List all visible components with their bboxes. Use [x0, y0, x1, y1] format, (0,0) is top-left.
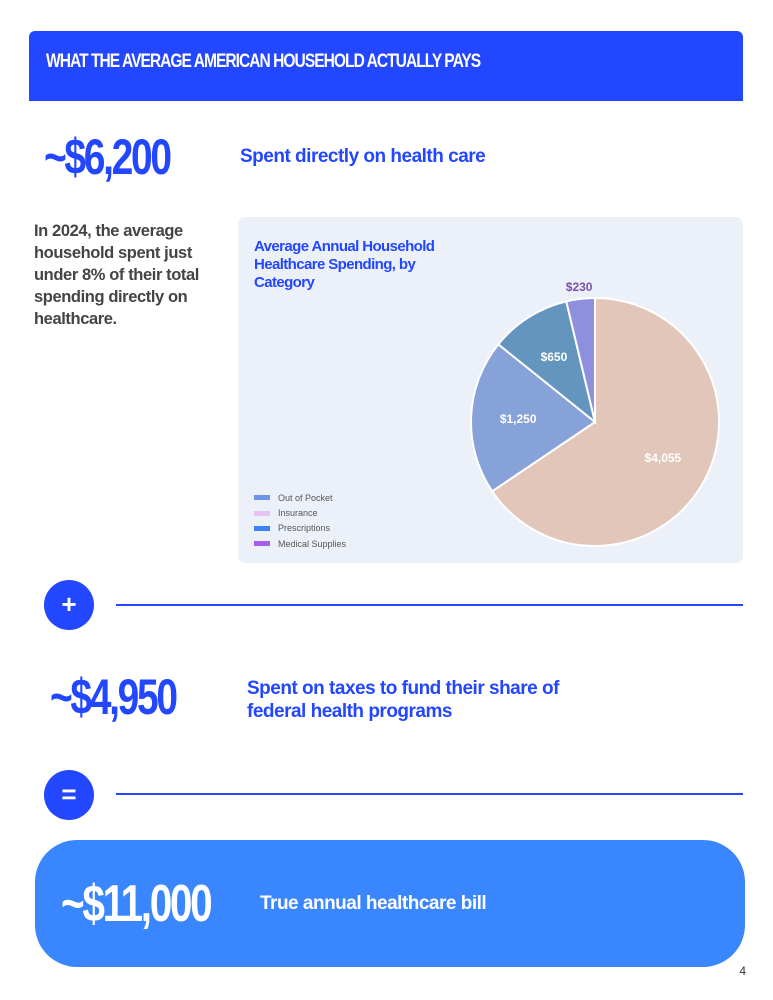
pie-slice-label: $230	[566, 280, 593, 294]
pie-slice-label: $1,250	[500, 412, 537, 426]
taxes-label: Spent on taxes to fund their share of fe…	[247, 678, 559, 722]
total-label: True annual healthcare bill	[260, 893, 487, 914]
divider	[116, 604, 743, 606]
total-amount: ~$11,000	[61, 875, 213, 933]
total-banner: ~$11,000 True annual healthcare bill	[35, 840, 745, 967]
chart-legend: Out of Pocket Insurance Prescriptions Me…	[254, 490, 346, 552]
pie-chart-card: Average Annual Household Healthcare Spen…	[238, 217, 743, 563]
legend-item: Out of Pocket	[254, 490, 346, 505]
section-header: WHAT THE AVERAGE AMERICAN HOUSEHOLD ACTU…	[29, 31, 743, 101]
direct-spending-note: In 2024, the average household spent jus…	[34, 222, 199, 328]
chart-title: Average Annual Household Healthcare Spen…	[254, 238, 435, 291]
legend-label: Prescriptions	[278, 523, 331, 534]
section-title: WHAT THE AVERAGE AMERICAN HOUSEHOLD ACTU…	[46, 51, 481, 72]
legend-item: Medical Supplies	[254, 536, 346, 551]
equals-icon: =	[44, 770, 94, 820]
legend-label: Insurance	[278, 508, 318, 519]
pie-slice	[470, 342, 597, 493]
pie-slice-label: $4,055	[645, 451, 682, 465]
taxes-amount: ~$4,950	[50, 669, 178, 725]
legend-label: Out of Pocket	[278, 492, 333, 503]
legend-swatch	[254, 541, 270, 547]
legend-label: Medical Supplies	[278, 538, 347, 549]
page-number: 4	[739, 964, 746, 978]
plus-icon: +	[44, 580, 94, 630]
legend-swatch	[254, 525, 270, 531]
pie-slice	[496, 300, 597, 425]
direct-spending-amount: ~$6,200	[44, 129, 172, 185]
legend-swatch	[254, 510, 270, 516]
direct-spending-label: Spent directly on health care	[240, 146, 486, 167]
pie-chart: $4,055 $1,250 $650 $230	[470, 280, 720, 547]
legend-item: Prescriptions	[254, 521, 346, 536]
pie-slice	[565, 296, 596, 423]
pie-slice	[490, 296, 720, 547]
legend-item: Insurance	[254, 505, 346, 520]
legend-swatch	[254, 495, 270, 501]
divider	[116, 793, 743, 795]
pie-slice-label: $650	[541, 350, 568, 364]
